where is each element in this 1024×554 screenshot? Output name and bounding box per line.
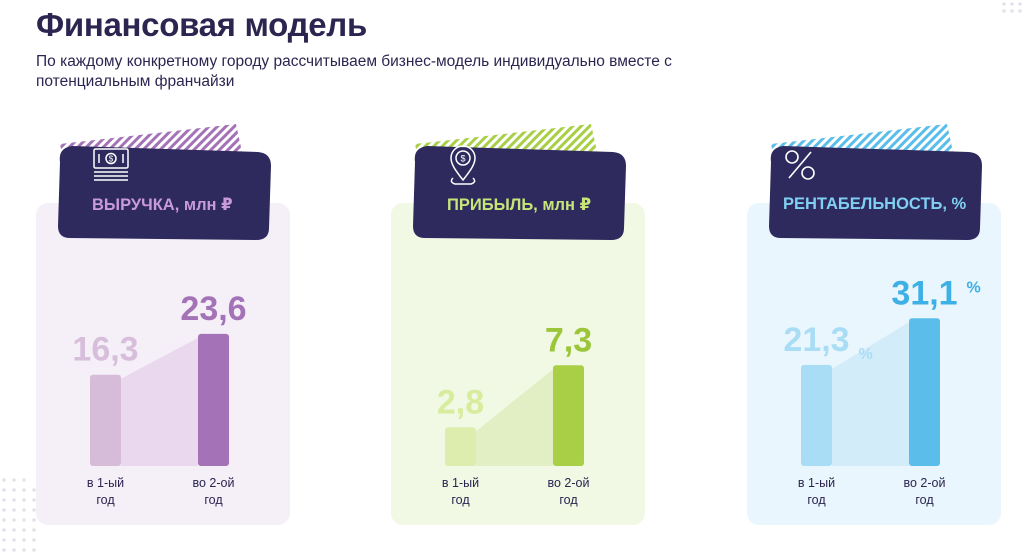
page-subtitle: По каждому конкретному городу рассчитыва… [36,53,672,90]
margin-card-chart: 21,3% в 1-ый год 31,1% во 2-ой год [747,203,1001,525]
svg-text:$: $ [109,155,114,164]
margin-category-label-1-line-2: год [807,493,826,507]
dots-decoration-bottom-left [2,478,36,552]
profit-card-title: ПРИБЫЛЬ, млн ₽ [447,196,592,214]
margin-category-label-1-line-1: в 1-ый [798,476,835,490]
profit-bar-year-2 [553,365,584,466]
margin-card-title: РЕНТАБЕЛЬНОСТЬ, % [783,195,967,213]
margin-unit-year-1: % [859,346,873,363]
profit-category-label-1-line-2: год [451,493,470,507]
revenue-card-header: $ ВЫРУЧКА, млн ₽ [50,122,280,246]
profit-card-panel [391,203,645,525]
profit-bar-year-1 [445,427,476,466]
dots-decoration-top-right [1002,2,1022,13]
profit-value-year-2: 7,3 [545,321,592,359]
margin-bar-year-1 [801,364,832,466]
revenue-value-year-2: 23,6 [180,290,246,328]
percent-icon [785,150,815,180]
profit-growth-area [476,369,553,466]
revenue-bar-year-2 [198,333,229,466]
margin-card-header: РЕНТАБЕЛЬНОСТЬ, % [761,122,991,246]
margin-unit-year-2: % [967,279,981,296]
location-pin-money-icon: $ [450,145,476,185]
revenue-category-label-1-line-1: в 1-ый [87,476,124,490]
revenue-category-label-2-line-1: во 2-ой [193,476,235,490]
page-title: Финансовая модель [36,6,367,43]
revenue-card-chart: 16,3 в 1-ый год 23,6 во 2-ой год [36,203,290,525]
revenue-category-label-2-line-2: год [204,493,223,507]
profit-value-year-1: 2,8 [437,383,484,421]
profit-category-label-1-line-1: в 1-ый [442,476,479,490]
margin-category-label-2-line-2: год [915,493,934,507]
profit-card-chart: 2,8 в 1-ый год 7,3 во 2-ой год [391,203,645,525]
profit-card-header: $ ПРИБЫЛЬ, млн ₽ [405,122,635,246]
margin-category-label-2-line-1: во 2-ой [904,476,946,490]
revenue-category-label-1-line-2: год [96,493,115,507]
svg-text:$: $ [460,154,465,164]
revenue-card-title: ВЫРУЧКА, млн ₽ [92,196,233,214]
revenue-growth-area [121,337,198,466]
profit-category-label-2-line-1: во 2-ой [548,476,590,490]
margin-value-year-1: 21,3 [783,321,849,359]
margin-bar-year-2 [909,318,940,466]
profit-category-label-2-line-2: год [559,493,578,507]
revenue-value-year-1: 16,3 [72,331,138,369]
money-icon: $ [93,148,129,181]
revenue-bar-year-1 [90,374,121,466]
margin-growth-area [832,322,909,466]
margin-value-year-2: 31,1 [891,274,957,312]
